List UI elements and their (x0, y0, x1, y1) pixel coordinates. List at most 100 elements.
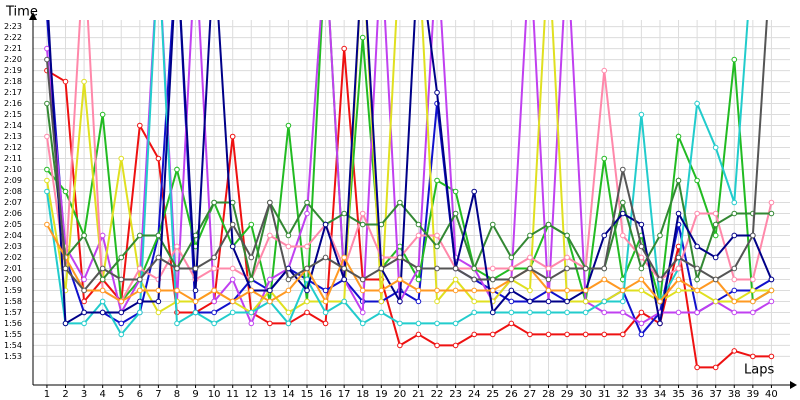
y-tick-label: 2:17 (4, 88, 22, 97)
data-point (545, 276, 552, 283)
x-tick-label: 5 (118, 389, 124, 400)
data-point (731, 287, 738, 294)
data-point (620, 166, 626, 173)
data-point (341, 276, 347, 283)
y-tick-label: 2:10 (4, 165, 22, 174)
x-tick-label: 40 (765, 389, 778, 400)
data-point (229, 133, 236, 140)
x-tick-label: 2 (62, 389, 68, 400)
data-point (471, 309, 477, 316)
data-point (99, 298, 106, 305)
data-point (675, 276, 682, 283)
data-point (564, 298, 570, 305)
data-point (434, 89, 440, 96)
data-point (229, 265, 236, 272)
data-point (285, 309, 292, 316)
series-line (46, 20, 772, 304)
data-point (304, 309, 310, 316)
data-point (471, 331, 477, 338)
x-tick-label: 13 (263, 389, 276, 400)
data-point (415, 221, 422, 228)
data-point (211, 287, 217, 294)
data-point (712, 276, 719, 283)
data-point (378, 298, 385, 305)
data-point (545, 221, 552, 228)
x-tick-label: 27 (524, 389, 537, 400)
data-point (489, 287, 496, 294)
data-point (489, 221, 496, 228)
data-point (582, 309, 589, 316)
data-point (81, 298, 87, 305)
data-point (731, 276, 738, 283)
data-point (750, 298, 756, 305)
y-axis-arrow (29, 12, 37, 20)
data-point (44, 221, 50, 228)
data-point (452, 265, 459, 272)
series-line (45, 20, 773, 303)
y-tick-label: 1:56 (4, 319, 22, 328)
data-point (44, 100, 50, 107)
data-point (397, 243, 403, 250)
data-point (44, 177, 50, 184)
data-point (620, 210, 626, 217)
y-tick-label: 2:14 (4, 121, 22, 130)
data-point (601, 265, 608, 272)
x-tick-label: 35 (672, 389, 685, 400)
x-tick-label: 24 (468, 389, 481, 400)
data-point (750, 353, 756, 360)
x-tick-label: 36 (691, 389, 704, 400)
y-tick-label: 1:57 (4, 308, 22, 317)
data-point (712, 232, 719, 239)
data-point (285, 232, 292, 239)
data-point (99, 276, 106, 283)
data-point (211, 309, 217, 316)
data-point (229, 221, 236, 228)
data-point (508, 276, 515, 283)
data-point (192, 287, 199, 294)
y-tick-label: 2:04 (4, 231, 22, 240)
x-tick-label: 26 (505, 389, 518, 400)
x-tick-label: 16 (319, 389, 332, 400)
data-point (434, 243, 440, 250)
data-point (545, 331, 552, 338)
data-point (638, 265, 645, 272)
y-tick-label: 2:02 (4, 253, 22, 262)
data-point (489, 276, 496, 283)
data-point (527, 298, 533, 305)
data-point (564, 254, 570, 261)
data-point (359, 320, 366, 327)
data-point (564, 309, 570, 316)
data-point (378, 287, 385, 294)
data-point (174, 243, 180, 250)
data-point (582, 287, 589, 294)
data-point (638, 111, 645, 118)
data-point (99, 265, 106, 272)
data-point (118, 298, 125, 305)
x-tick-label: 39 (746, 389, 759, 400)
data-point (527, 309, 533, 316)
data-point (81, 276, 87, 283)
y-tick-label: 1:53 (4, 352, 22, 361)
data-point (397, 298, 403, 305)
data-point (675, 309, 682, 316)
data-point (620, 232, 626, 239)
x-tick-label: 19 (375, 389, 388, 400)
data-point (489, 265, 496, 272)
x-tick-label: 8 (174, 389, 180, 400)
data-point (601, 331, 608, 338)
data-point (155, 287, 162, 294)
x-tick-label: 28 (542, 389, 555, 400)
data-point (118, 320, 125, 327)
data-point (694, 210, 700, 217)
data-point (582, 331, 589, 338)
data-point (397, 199, 403, 206)
data-point (545, 287, 552, 294)
data-point (99, 111, 106, 118)
data-point (434, 287, 440, 294)
y-tick-label: 2:01 (4, 264, 22, 273)
data-point (601, 232, 608, 239)
data-point (582, 298, 589, 305)
data-point (99, 309, 106, 316)
data-point (712, 210, 719, 217)
data-point (192, 309, 199, 316)
